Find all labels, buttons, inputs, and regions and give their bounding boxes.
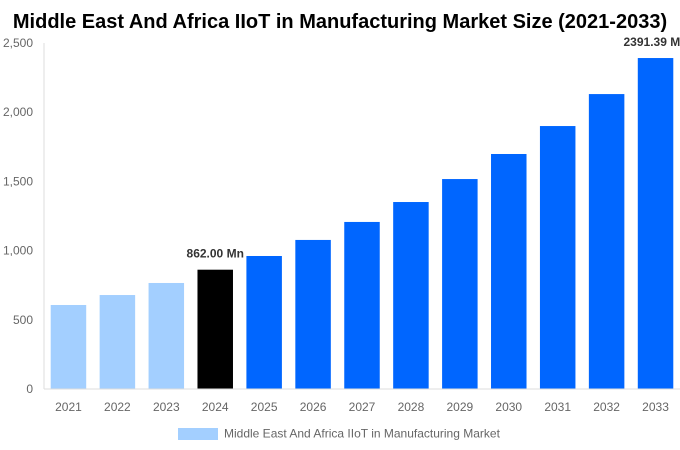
legend[interactable]: Middle East And Africa IIoT in Manufactu… (178, 427, 501, 441)
x-tick-label: 2029 (446, 400, 473, 414)
y-tick-label: 1,000 (3, 244, 33, 258)
y-tick-label: 2,500 (3, 36, 33, 50)
data-label-2033: 2391.39 Mn (624, 35, 680, 49)
x-tick-label: 2025 (251, 400, 278, 414)
x-tick-label: 2021 (55, 400, 82, 414)
bar-2029[interactable] (442, 179, 478, 389)
x-tick-label: 2022 (104, 400, 131, 414)
x-tick-label: 2032 (593, 400, 620, 414)
bar-2026[interactable] (295, 239, 331, 389)
bar-2030[interactable] (491, 153, 527, 389)
x-axis: 2021 2022 2023 2024 2025 2026 2027 2028 2029 2030… (44, 388, 680, 414)
x-tick-label: 2030 (495, 400, 522, 414)
x-tick-label: 2024 (202, 400, 229, 414)
chart-title: Middle East And Africa IIoT in Manufactu… (13, 11, 667, 33)
bar-2023[interactable] (148, 282, 185, 389)
bar-2031[interactable] (539, 126, 576, 389)
bar-2028[interactable] (393, 202, 429, 389)
x-tick-label: 2033 (642, 400, 669, 414)
x-tick-label: 2031 (544, 400, 571, 414)
x-tick-label: 2023 (153, 400, 180, 414)
y-tick-label: 2,000 (3, 105, 33, 119)
bar-2032[interactable] (588, 94, 625, 389)
y-tick-label: 500 (13, 313, 33, 327)
x-tick-label: 2027 (349, 400, 376, 414)
y-tick-label: 1,500 (3, 174, 33, 188)
x-tick-label: 2028 (398, 400, 425, 414)
data-label-2024: 862.00 Mn (187, 247, 244, 261)
bar-2025[interactable] (246, 255, 282, 389)
y-tick-label: 0 (26, 382, 33, 396)
bar-2033[interactable] (637, 58, 674, 390)
bar-2022[interactable] (99, 295, 136, 389)
y-axis: 0 500 1,000 1,500 2,000 2,500 (3, 36, 45, 396)
bar-2027[interactable] (344, 221, 380, 389)
bar-2021[interactable] (50, 304, 87, 389)
bars (50, 58, 674, 390)
bar-2024[interactable] (197, 269, 233, 389)
data-labels: 862.00 Mn 2391.39 Mn (187, 35, 680, 261)
x-tick-label: 2026 (300, 400, 327, 414)
legend-swatch (178, 428, 218, 440)
legend-label: Middle East And Africa IIoT in Manufactu… (224, 427, 501, 441)
